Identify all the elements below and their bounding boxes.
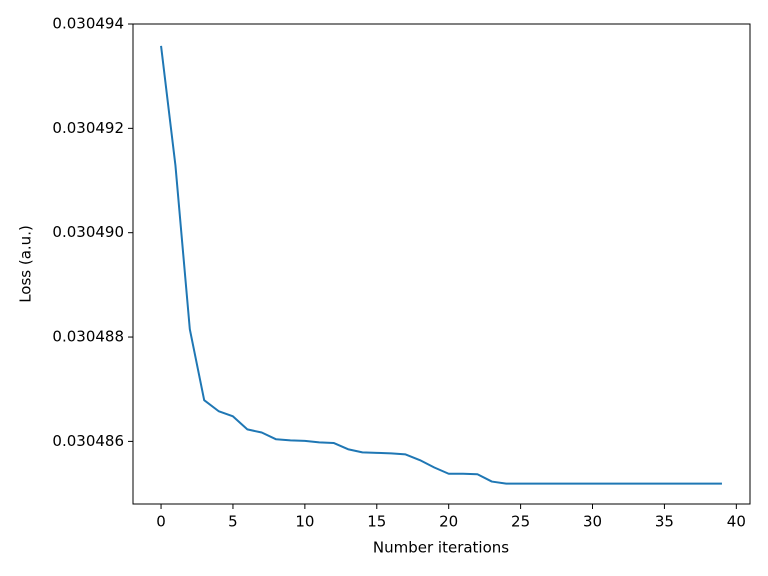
y-tick-label: 0.030490 [52,223,124,241]
y-tick-label: 0.030494 [52,15,124,33]
y-tick-label: 0.030488 [52,328,124,346]
x-tick-label: 25 [511,513,530,531]
x-tick-label: 35 [655,513,674,531]
x-tick-label: 0 [156,513,166,531]
y-tick-label: 0.030492 [52,119,124,137]
plot-frame [132,23,751,505]
y-axis-label: Loss (a.u.) [17,225,35,303]
x-tick-label: 40 [727,513,746,531]
x-tick-label: 10 [295,513,314,531]
x-tick-label: 15 [367,513,386,531]
x-tick-label: 30 [583,513,602,531]
x-tick-label: 20 [439,513,458,531]
x-tick-label: 5 [228,513,238,531]
x-axis-label: Number iterations [373,539,509,557]
y-tick-label: 0.030486 [52,432,124,450]
data-line [160,45,722,485]
